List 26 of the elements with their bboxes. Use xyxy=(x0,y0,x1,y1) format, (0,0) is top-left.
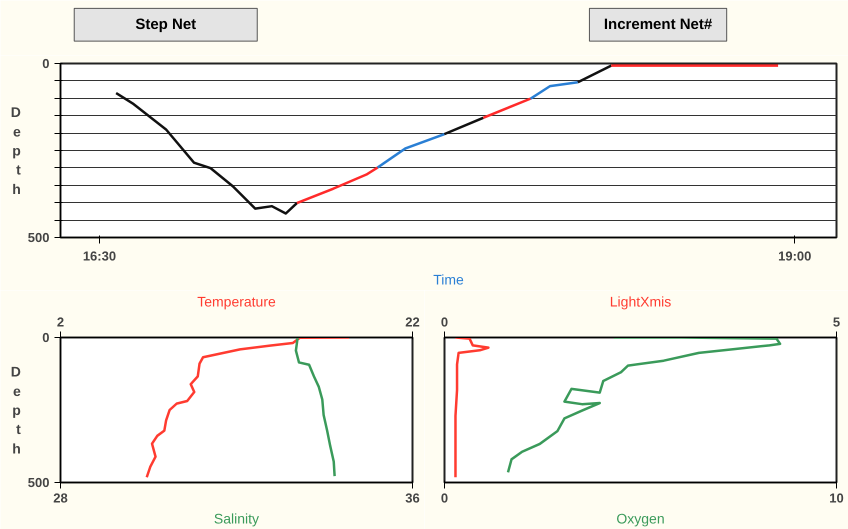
x-tick-label: 36 xyxy=(405,490,420,506)
x2-tick-label: 0 xyxy=(440,314,448,330)
x2-tick-label: 5 xyxy=(832,314,840,330)
x2-axis-title: Temperature xyxy=(197,294,276,310)
line-series xyxy=(296,166,379,204)
y-axis-title: Depth xyxy=(10,104,22,197)
y-axis-title: Depth xyxy=(10,364,22,456)
x-axis-title: Oxygen xyxy=(616,510,665,526)
x2-axis-title: LightXmis xyxy=(610,294,672,310)
x-tick-label: 16:30 xyxy=(82,248,116,264)
x-tick-label: 10 xyxy=(829,490,844,506)
x-axis-title: Time xyxy=(433,272,464,288)
y-tick-label: 500 xyxy=(28,475,50,490)
x-tick-label: 28 xyxy=(53,490,68,506)
text: Increment Net# xyxy=(604,16,713,34)
x-tick-label: 19:00 xyxy=(778,248,812,264)
x2-tick-label: 2 xyxy=(56,314,64,330)
text: Step Net xyxy=(135,16,196,34)
y-tick-label: 500 xyxy=(28,230,50,245)
y-tick-label: 0 xyxy=(42,56,50,71)
x-tick-label: 0 xyxy=(440,490,448,506)
line-series xyxy=(294,338,336,478)
x-axis-title: Salinity xyxy=(214,510,260,526)
y-tick-label: 0 xyxy=(42,330,50,345)
x2-tick-label: 22 xyxy=(405,314,420,330)
line-series xyxy=(114,92,298,215)
